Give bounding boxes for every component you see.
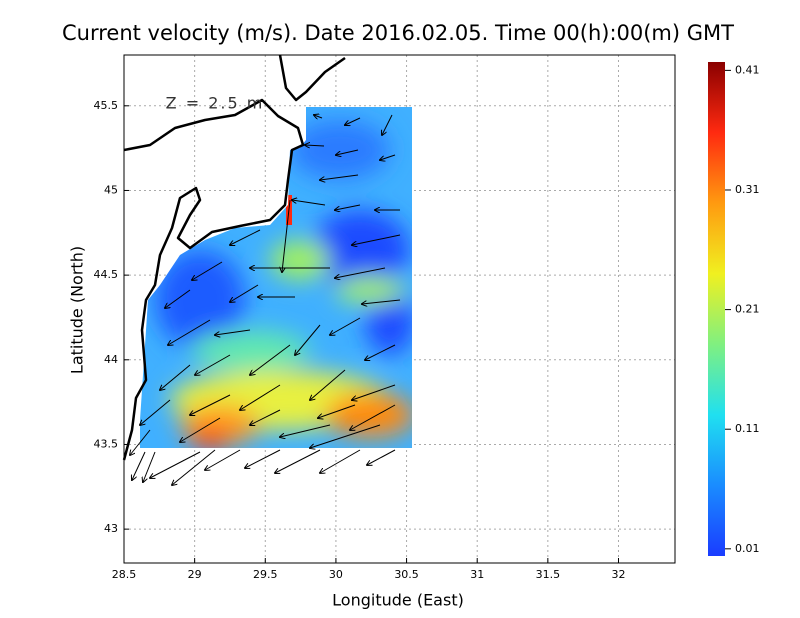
x-tick-label: 30 (329, 568, 343, 581)
plot-frame (123, 54, 676, 564)
depth-annotation: Z = 2.5 m (166, 94, 265, 113)
x-tick-label: 31.5 (536, 568, 561, 581)
colorbar-tick-label: 0.31 (735, 183, 760, 196)
y-tick-label: 44 (104, 353, 118, 366)
colorbar-tick-label: 0.21 (735, 303, 760, 316)
y-tick-label: 44.5 (94, 268, 119, 281)
x-tick-label: 30.5 (394, 568, 419, 581)
coastline (122, 98, 305, 461)
x-tick-label: 29.5 (253, 568, 278, 581)
x-tick-label: 29 (188, 568, 202, 581)
colorbar (708, 62, 725, 556)
y-tick-label: 45.5 (94, 99, 119, 112)
colorbar-tick-label: 0.41 (735, 63, 760, 76)
x-tick-label: 31 (470, 568, 484, 581)
y-tick-label: 43 (104, 522, 118, 535)
velocity-arrows (130, 115, 401, 485)
colorbar-tick-label: 0.11 (735, 422, 760, 435)
x-tick-label: 32 (611, 568, 625, 581)
x-tick-label: 28.5 (112, 568, 137, 581)
y-tick-label: 45 (104, 183, 118, 196)
velocity-field (140, 107, 412, 448)
coastline-north (278, 54, 346, 102)
colorbar-tick-label: 0.01 (735, 542, 760, 555)
title: Current velocity (m/s). Date 2016.02.05.… (62, 21, 734, 45)
y-axis-label: Latitude (North) (68, 246, 87, 374)
y-tick-label: 43.5 (94, 437, 119, 450)
x-axis-label: Longitude (East) (332, 591, 464, 610)
